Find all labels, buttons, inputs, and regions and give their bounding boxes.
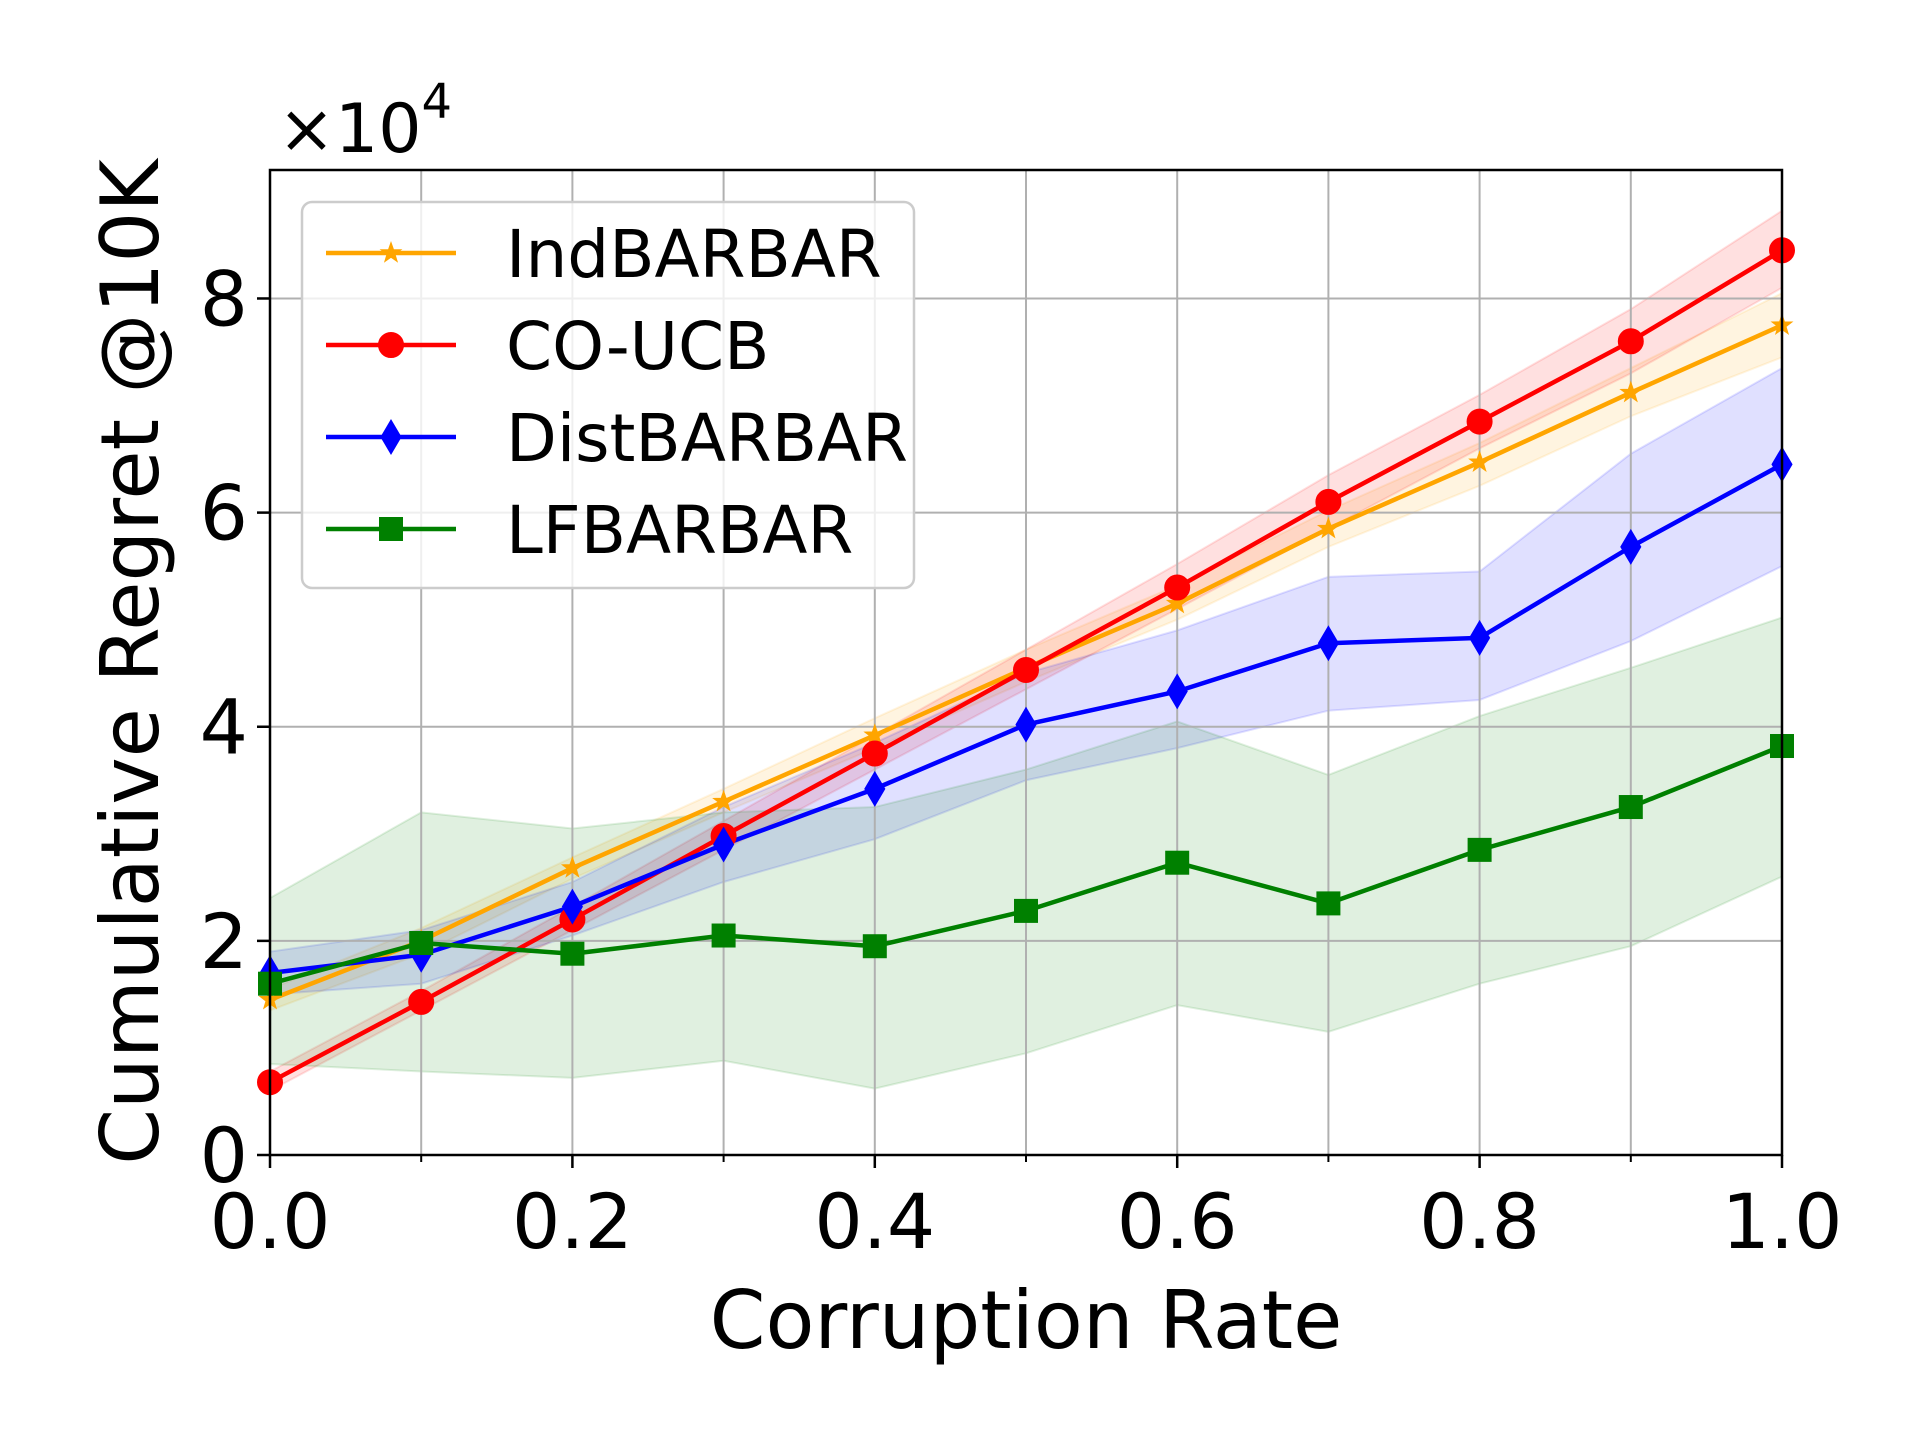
point-distbarbar bbox=[713, 826, 735, 863]
legend: IndBARBAR CO-UCB DistBARBAR LFBARBAR bbox=[300, 200, 916, 590]
x-axis-label: Corruption Rate bbox=[710, 1274, 1343, 1367]
y-tick-label: 4 bbox=[200, 683, 248, 772]
point-co-ucb bbox=[1466, 408, 1493, 435]
point-lfbarbar bbox=[1165, 850, 1190, 875]
axis-ticks bbox=[257, 297, 1784, 1168]
y-tick-label: 0 bbox=[200, 1111, 248, 1200]
legend-label: IndBARBAR bbox=[506, 216, 882, 293]
legend-label: CO-UCB bbox=[506, 308, 769, 385]
point-distbarbar bbox=[1620, 528, 1642, 565]
point-distbarbar bbox=[1015, 706, 1037, 743]
point-lfbarbar bbox=[409, 931, 434, 956]
point-co-ucb bbox=[861, 740, 888, 767]
point-indbarbar bbox=[1619, 380, 1643, 403]
legend-swatch-marker bbox=[379, 517, 403, 541]
point-distbarbar bbox=[1469, 619, 1491, 656]
legend-swatch-marker bbox=[378, 332, 404, 358]
point-lfbarbar bbox=[1618, 795, 1643, 820]
point-indbarbar bbox=[1165, 591, 1189, 614]
y-tick-label: 6 bbox=[200, 469, 248, 558]
legend-label: DistBARBAR bbox=[506, 400, 908, 477]
legend-swatch-marker bbox=[380, 419, 402, 455]
point-lfbarbar bbox=[1467, 837, 1492, 862]
x-tick-label: 0.6 bbox=[1117, 1177, 1238, 1266]
point-distbarbar bbox=[864, 770, 886, 807]
y-tick-label: 2 bbox=[200, 897, 248, 986]
point-lfbarbar bbox=[560, 941, 585, 966]
point-lfbarbar bbox=[862, 934, 887, 959]
point-lfbarbar bbox=[1316, 891, 1341, 916]
point-indbarbar bbox=[712, 789, 736, 812]
point-co-ucb bbox=[408, 988, 435, 1015]
point-co-ucb bbox=[1013, 656, 1039, 683]
x-tick-label: 0.8 bbox=[1419, 1177, 1540, 1266]
legend-frame bbox=[300, 200, 916, 590]
point-indbarbar bbox=[863, 723, 887, 746]
y-axis-multiplier: ×104 bbox=[278, 74, 452, 169]
y-multiplier-base: ×10 bbox=[278, 90, 422, 169]
legend-label: LFBARBAR bbox=[506, 492, 853, 569]
point-co-ucb bbox=[1315, 488, 1342, 515]
point-indbarbar bbox=[1468, 450, 1492, 473]
point-lfbarbar bbox=[1014, 898, 1038, 923]
legend-entry-indbarbar: IndBARBAR bbox=[326, 216, 882, 293]
x-tick-label: 0.2 bbox=[512, 1177, 633, 1266]
point-co-ucb bbox=[1164, 574, 1191, 601]
legend-entries: IndBARBAR CO-UCB DistBARBAR LFBARBAR bbox=[326, 216, 908, 569]
x-tick-label: 0.4 bbox=[814, 1177, 935, 1266]
x-tick-label: 0.0 bbox=[210, 1177, 331, 1266]
point-distbarbar bbox=[1166, 673, 1188, 710]
point-co-ucb bbox=[1617, 328, 1644, 355]
x-tick-label: 1.0 bbox=[1722, 1177, 1843, 1266]
point-indbarbar bbox=[560, 856, 584, 878]
legend-entry-distbarbar: DistBARBAR bbox=[326, 400, 908, 477]
y-tick-label: 8 bbox=[200, 254, 248, 343]
legend-entry-lfbarbar: LFBARBAR bbox=[326, 492, 853, 569]
point-lfbarbar bbox=[711, 923, 736, 948]
legend-entry-co-ucb: CO-UCB bbox=[326, 308, 769, 385]
legend-swatch-marker bbox=[379, 240, 403, 263]
point-distbarbar bbox=[1317, 625, 1339, 662]
axis-tick-labels: 0.0 0.2 0.4 0.6 0.8 1.0 0 2 4 6 8 bbox=[200, 254, 1843, 1266]
point-distbarbar bbox=[561, 888, 583, 925]
y-axis-label: Cumulative Regret @10K bbox=[84, 157, 177, 1165]
point-indbarbar bbox=[1316, 516, 1340, 539]
y-multiplier-exponent: 4 bbox=[422, 74, 453, 130]
